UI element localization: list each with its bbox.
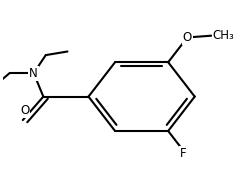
Text: O: O <box>183 31 192 44</box>
Text: O: O <box>20 104 29 117</box>
Text: CH₃: CH₃ <box>213 29 234 42</box>
Text: N: N <box>29 67 38 80</box>
Text: F: F <box>180 147 186 160</box>
